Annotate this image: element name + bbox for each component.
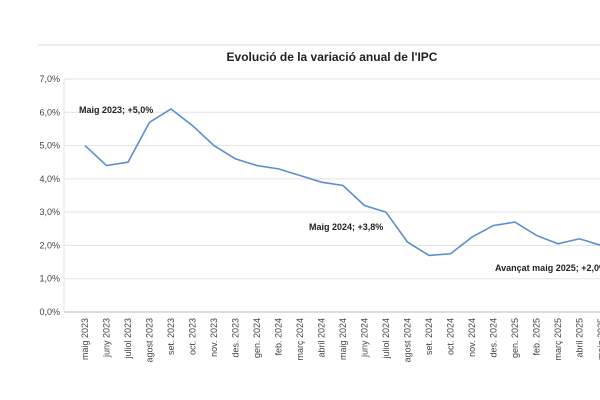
- y-tick-label: 2,0%: [39, 240, 60, 250]
- x-tick-label: feb. 2025: [532, 318, 542, 356]
- x-tick-label: abril 2025: [575, 318, 585, 358]
- x-tick-label: maig 2024: [338, 318, 348, 360]
- annotation-maig-2024: Maig 2024; +3,8%: [309, 222, 383, 232]
- y-tick-label: 0,0%: [39, 307, 60, 317]
- annotation-maig-2025: Avançat maig 2025; +2,0%: [495, 263, 600, 273]
- x-tick-label: nov. 2023: [209, 318, 219, 357]
- x-tick-label: març 2025: [553, 318, 563, 361]
- x-tick-label: set. 2023: [166, 318, 176, 355]
- x-tick-label: abril 2024: [317, 318, 327, 358]
- x-tick-label: juny 2023: [102, 318, 112, 358]
- x-tick-label: maig 2023: [80, 318, 90, 360]
- x-tick-label: maig 2025: [596, 318, 600, 360]
- x-tick-label: gen. 2025: [510, 318, 520, 358]
- chart-title: Evolució de la variació anual de l'IPC: [227, 50, 438, 64]
- x-tick-label: gen. 2024: [252, 318, 262, 358]
- x-tick-label: nov. 2024: [467, 318, 477, 357]
- y-tick-label: 1,0%: [39, 274, 60, 284]
- x-tick-label: feb. 2024: [274, 318, 284, 356]
- x-tick-label: des. 2023: [231, 318, 241, 358]
- x-tick-label: set. 2024: [424, 318, 434, 355]
- x-tick-label: oct. 2024: [446, 318, 456, 355]
- x-tick-label: agost 2024: [403, 318, 413, 363]
- ipc-series-line: [84, 107, 600, 257]
- y-tick-label: 6,0%: [39, 107, 60, 117]
- x-tick-label: juliol 2023: [123, 318, 133, 360]
- y-tick-label: 3,0%: [39, 207, 60, 217]
- annotation-maig-2023: Maig 2023; +5,0%: [79, 105, 153, 115]
- x-tick-label: juliol 2024: [381, 318, 391, 360]
- y-tick-label: 4,0%: [39, 174, 60, 184]
- x-tick-label: juny 2024: [360, 318, 370, 358]
- x-tick-label: març 2024: [295, 318, 305, 361]
- y-tick-label: 5,0%: [39, 141, 60, 151]
- y-tick-label: 7,0%: [39, 74, 60, 84]
- x-tick-label: oct. 2023: [188, 318, 198, 355]
- x-tick-label: agost 2023: [145, 318, 155, 363]
- x-tick-label: des. 2024: [489, 318, 499, 358]
